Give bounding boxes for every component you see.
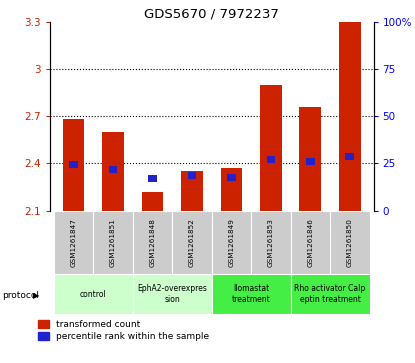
Text: GSM1261850: GSM1261850 <box>347 218 353 267</box>
Bar <box>339 22 361 211</box>
Text: protocol: protocol <box>2 291 39 300</box>
Bar <box>133 211 172 274</box>
Text: GSM1261846: GSM1261846 <box>308 218 313 267</box>
Bar <box>109 166 117 173</box>
Bar <box>188 172 196 179</box>
Bar <box>260 85 282 211</box>
Bar <box>290 274 369 314</box>
Bar <box>300 107 321 211</box>
Bar <box>54 274 133 314</box>
Bar <box>63 119 84 211</box>
Text: EphA2-overexpres
sion: EphA2-overexpres sion <box>137 284 207 304</box>
Bar <box>251 211 290 274</box>
Bar <box>220 168 242 211</box>
Title: GDS5670 / 7972237: GDS5670 / 7972237 <box>144 8 279 21</box>
Bar <box>172 211 212 274</box>
Bar <box>69 161 78 168</box>
Bar <box>227 174 236 181</box>
Text: GSM1261848: GSM1261848 <box>149 218 156 267</box>
Bar <box>181 171 203 211</box>
Bar <box>290 211 330 274</box>
Bar <box>266 156 275 163</box>
Bar <box>93 211 133 274</box>
Bar <box>212 274 290 314</box>
Text: Rho activator Calp
eptin treatment: Rho activator Calp eptin treatment <box>295 284 366 304</box>
Bar <box>345 153 354 160</box>
Text: GSM1261847: GSM1261847 <box>71 218 76 267</box>
Bar <box>212 211 251 274</box>
Text: control: control <box>80 290 107 298</box>
Bar <box>54 211 93 274</box>
Text: GSM1261849: GSM1261849 <box>228 218 234 267</box>
Text: Ilomastat
treatment: Ilomastat treatment <box>232 284 271 304</box>
Text: ▶: ▶ <box>33 291 39 300</box>
Text: GSM1261852: GSM1261852 <box>189 218 195 267</box>
Bar <box>133 274 212 314</box>
Bar <box>102 132 124 211</box>
Bar <box>148 175 157 182</box>
Text: GSM1261851: GSM1261851 <box>110 218 116 267</box>
Bar <box>306 158 315 165</box>
Bar <box>142 192 163 211</box>
Text: GSM1261853: GSM1261853 <box>268 218 274 267</box>
Legend: transformed count, percentile rank within the sample: transformed count, percentile rank withi… <box>38 320 209 341</box>
Bar <box>330 211 369 274</box>
